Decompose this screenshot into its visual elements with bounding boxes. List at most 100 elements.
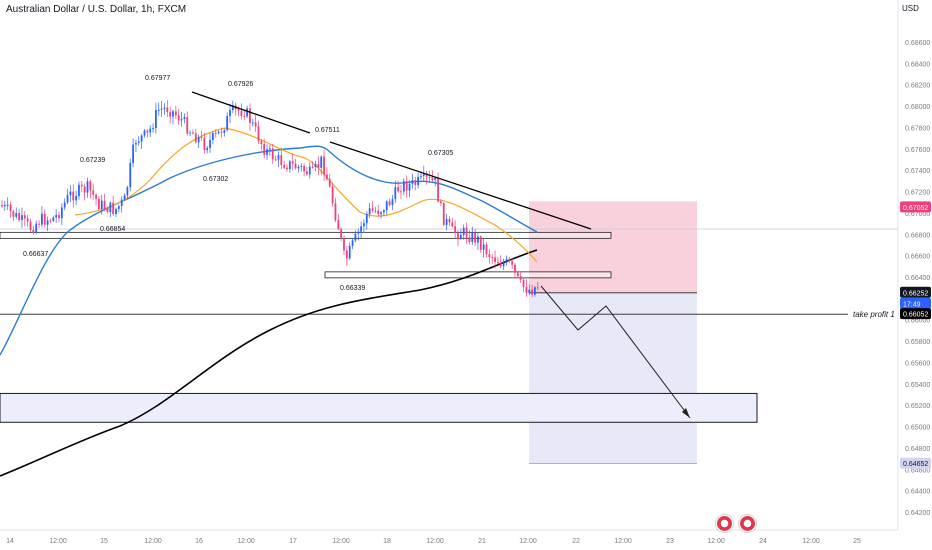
candle[interactable] <box>408 180 411 198</box>
candle[interactable] <box>12 209 15 222</box>
candle[interactable] <box>243 109 246 121</box>
candle[interactable] <box>494 250 496 269</box>
candle[interactable] <box>23 211 26 227</box>
candle[interactable] <box>52 215 55 223</box>
candle[interactable] <box>479 235 482 254</box>
candle[interactable] <box>343 235 345 255</box>
key-level-box[interactable] <box>324 271 612 279</box>
candle[interactable] <box>288 159 291 173</box>
candle[interactable] <box>214 129 217 138</box>
candle[interactable] <box>468 230 471 245</box>
candle[interactable] <box>132 138 134 168</box>
candle[interactable] <box>46 216 49 232</box>
candle[interactable] <box>516 271 519 279</box>
candle[interactable] <box>58 211 60 223</box>
candle[interactable] <box>120 196 123 213</box>
candle[interactable] <box>75 190 77 206</box>
candle[interactable] <box>226 112 229 132</box>
candle[interactable] <box>502 258 505 270</box>
candle[interactable] <box>357 228 360 241</box>
candle[interactable] <box>499 255 502 269</box>
candle[interactable] <box>331 182 334 207</box>
candle[interactable] <box>249 103 251 131</box>
candle[interactable] <box>26 214 29 227</box>
candle[interactable] <box>177 108 180 125</box>
candle[interactable] <box>482 237 485 258</box>
candle[interactable] <box>348 242 351 260</box>
candle[interactable] <box>157 102 160 116</box>
candle[interactable] <box>388 198 391 207</box>
descending-trendline-lower[interactable] <box>329 141 592 230</box>
candle[interactable] <box>200 130 203 141</box>
candle[interactable] <box>434 176 437 187</box>
candle[interactable] <box>531 284 533 298</box>
candle[interactable] <box>365 211 368 230</box>
candle[interactable] <box>280 147 283 170</box>
candle[interactable] <box>303 163 305 177</box>
candle[interactable] <box>405 175 408 198</box>
candle[interactable] <box>174 105 177 120</box>
candle[interactable] <box>89 179 92 199</box>
candle[interactable] <box>457 230 459 246</box>
candle[interactable] <box>363 219 365 233</box>
candle[interactable] <box>192 129 194 135</box>
candle[interactable] <box>209 132 211 153</box>
candle[interactable] <box>368 202 371 219</box>
candle[interactable] <box>519 271 522 283</box>
candle[interactable] <box>508 256 511 264</box>
candle[interactable] <box>203 132 206 154</box>
candle[interactable] <box>55 209 58 224</box>
key-level-box[interactable] <box>0 231 612 239</box>
candle[interactable] <box>69 185 72 203</box>
candle[interactable] <box>345 245 348 266</box>
candle[interactable] <box>291 153 294 171</box>
candle[interactable] <box>511 258 514 270</box>
candle[interactable] <box>189 130 191 136</box>
candle[interactable] <box>425 170 428 185</box>
candlesticks[interactable] <box>1 100 539 298</box>
candle[interactable] <box>129 158 132 192</box>
candle[interactable] <box>103 193 106 212</box>
candle[interactable] <box>269 144 271 157</box>
candle[interactable] <box>326 167 328 181</box>
price-tag-stop[interactable]: 0.67052 <box>900 201 931 213</box>
candle[interactable] <box>123 193 126 201</box>
candle[interactable] <box>371 201 374 213</box>
candle[interactable] <box>106 206 109 214</box>
candle[interactable] <box>1 200 3 209</box>
price-tag-take-profit[interactable]: 0.66052 <box>900 308 931 320</box>
candle[interactable] <box>223 128 226 137</box>
candle[interactable] <box>485 242 488 258</box>
candle[interactable] <box>126 185 129 200</box>
candle[interactable] <box>15 207 18 219</box>
candle[interactable] <box>180 111 183 127</box>
candle[interactable] <box>29 218 32 233</box>
candle[interactable] <box>374 206 377 214</box>
candle[interactable] <box>445 214 448 231</box>
price-tag-countdown[interactable]: 17:49 <box>900 297 931 309</box>
candle[interactable] <box>183 113 186 124</box>
slow-ema[interactable] <box>0 145 538 356</box>
candle[interactable] <box>251 118 254 127</box>
candle[interactable] <box>514 262 516 279</box>
candle[interactable] <box>448 216 451 227</box>
candle[interactable] <box>328 174 331 188</box>
candle[interactable] <box>32 225 35 235</box>
support-zone[interactable] <box>0 392 758 423</box>
candle[interactable] <box>240 103 243 120</box>
candle[interactable] <box>9 201 12 218</box>
candle[interactable] <box>402 178 405 196</box>
candle[interactable] <box>314 160 317 172</box>
candle[interactable] <box>143 129 146 138</box>
candle[interactable] <box>428 170 431 183</box>
candle[interactable] <box>286 164 288 172</box>
candle[interactable] <box>437 172 439 203</box>
candle[interactable] <box>360 221 362 240</box>
candle[interactable] <box>117 204 120 213</box>
candle[interactable] <box>451 217 454 228</box>
candle[interactable] <box>340 227 343 242</box>
candle[interactable] <box>49 218 52 224</box>
long-moving-average[interactable] <box>0 249 538 477</box>
us-flag-icon[interactable] <box>716 515 733 532</box>
